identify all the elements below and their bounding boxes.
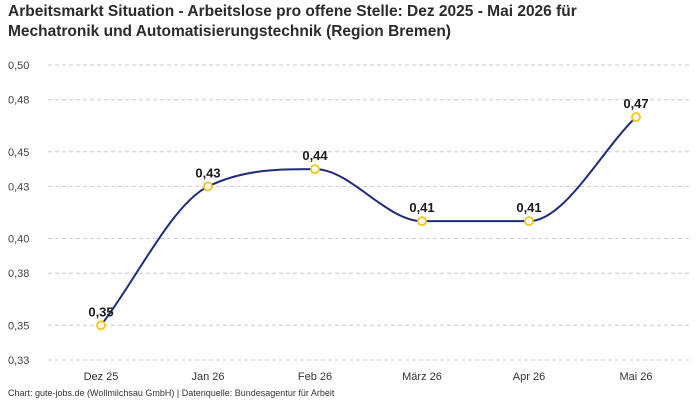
y-tick-label: 0,48 <box>8 95 29 107</box>
data-label: 0,35 <box>88 304 113 319</box>
series-line <box>100 116 637 326</box>
y-axis-ticks: 0,33 0,35 0,38 0,40 0,43 0,45 0,48 0,50 <box>8 60 29 367</box>
chart-footer: Chart: gute-jobs.de (Wollmilchsau GmbH) … <box>8 388 335 398</box>
x-tick-label: März 26 <box>402 371 442 383</box>
chart-title: Arbeitsmarkt Situation - Arbeitslose pro… <box>8 3 577 40</box>
data-point <box>203 181 213 192</box>
data-markers <box>96 112 641 331</box>
data-point <box>417 216 427 227</box>
data-labels: 0,35 0,43 0,44 0,41 0,41 0,47 <box>88 96 648 319</box>
x-tick-label: Dez 25 <box>84 371 119 383</box>
data-label: 0,41 <box>516 200 541 215</box>
y-tick-label: 0,40 <box>8 234 29 246</box>
data-point <box>310 164 320 175</box>
data-label: 0,41 <box>409 200 434 215</box>
x-tick-label: Feb 26 <box>298 371 332 383</box>
data-point <box>631 112 641 122</box>
y-tick-label: 0,35 <box>8 320 29 332</box>
data-point <box>524 216 534 227</box>
y-tick-label: 0,38 <box>8 268 29 280</box>
data-label: 0,44 <box>302 148 328 163</box>
data-label: 0,43 <box>195 165 220 180</box>
x-tick-label: Jan 26 <box>191 371 224 383</box>
x-tick-label: Mai 26 <box>619 371 652 383</box>
x-tick-label: Apr 26 <box>513 371 545 383</box>
y-tick-label: 0,43 <box>8 181 29 193</box>
y-tick-label: 0,33 <box>8 355 29 367</box>
grid-lines <box>48 64 690 361</box>
y-tick-label: 0,50 <box>8 60 29 72</box>
data-label: 0,47 <box>623 96 648 111</box>
x-axis-ticks: Dez 25 Jan 26 Feb 26 März 26 Apr 26 Mai 26 <box>84 371 653 383</box>
y-tick-label: 0,45 <box>8 147 29 159</box>
data-point <box>96 320 106 331</box>
